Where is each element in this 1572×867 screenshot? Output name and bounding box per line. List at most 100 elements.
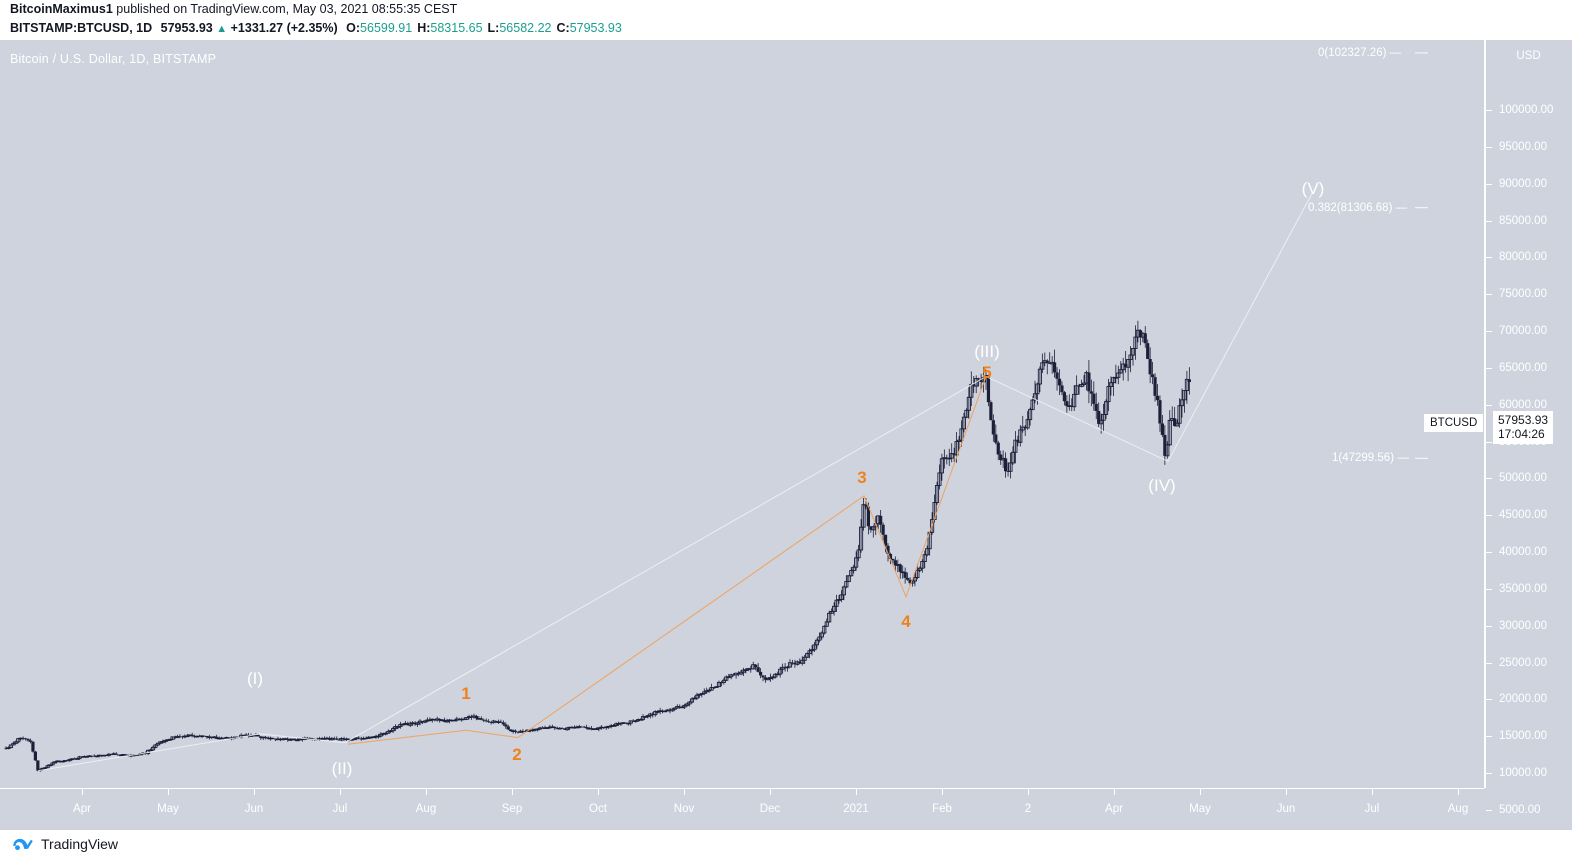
current-price-badge: 57953.93 17:04:26: [1493, 410, 1554, 444]
time-axis[interactable]: Apr May Jun Jul Aug Sep Oct Nov Dec 2021 Feb 2 Apr Ma…: [0, 789, 1484, 830]
fib-level-label: 1(47299.56) —: [1332, 452, 1409, 465]
time-tick-mark: [82, 789, 83, 795]
ohlc-key: C:: [556, 21, 570, 35]
time-tick-label: Jul: [1364, 803, 1380, 815]
time-tick-mark: [1028, 789, 1029, 795]
price-tick-label: 50000.00: [1499, 472, 1547, 485]
price-tick-mark: [1486, 515, 1492, 517]
change-absolute: +1331.27: [230, 21, 284, 35]
ohlc-key: O:: [346, 21, 361, 35]
tradingview-logo[interactable]: TradingView: [12, 836, 118, 852]
candlestick-series: [4, 320, 1191, 772]
price-axis-unit: USD: [1516, 50, 1541, 62]
price-tick-label: 70000.00: [1499, 325, 1547, 338]
chart-title: Bitcoin / U.S. Dollar, 1D, BITSTAMP: [10, 52, 217, 66]
time-tick-mark: [942, 789, 943, 795]
countdown-timer: 17:04:26: [1498, 426, 1545, 441]
fib-level-label: 0(102327.26) —: [1318, 46, 1402, 59]
publication-line: BitcoinMaximus1 published on TradingView…: [10, 2, 457, 16]
chart-canvas-area[interactable]: Bitcoin / U.S. Dollar, 1D, BITSTAMP (I) (…: [0, 40, 1572, 830]
time-tick-mark: [1114, 789, 1115, 795]
time-tick-label: May: [1189, 803, 1211, 815]
ohlc-key: L:: [487, 21, 500, 35]
time-tick-mark: [254, 789, 255, 795]
time-tick-mark: [340, 789, 341, 795]
price-tick-mark: [1486, 294, 1492, 296]
up-triangle-icon: ▲: [216, 23, 228, 35]
tradingview-brand-text: TradingView: [41, 836, 119, 852]
time-tick-mark: [426, 789, 427, 795]
time-tick-label: Dec: [759, 803, 781, 815]
symbol-badge: BTCUSD: [1424, 414, 1484, 432]
time-tick-mark: [770, 789, 771, 795]
time-tick-label: Aug: [415, 803, 437, 815]
wave-label-5: 5: [982, 363, 992, 382]
quote-line: BITSTAMP:BTCUSD, 1D 57953.93 ▲ +1331.27 …: [10, 21, 622, 35]
price-tick-mark: [1486, 552, 1492, 554]
time-tick-mark: [1200, 789, 1201, 795]
price-tick-label: 5000.00: [1499, 804, 1541, 816]
time-tick-label: Jun: [1276, 803, 1296, 815]
price-axis-separator: [1485, 40, 1486, 788]
current-price-value: 57953.93: [1498, 412, 1549, 427]
price-tick-label: 35000.00: [1499, 582, 1547, 595]
time-tick-mark: [168, 789, 169, 795]
ohlc-key: H:: [417, 21, 431, 35]
price-tick-mark: [1486, 699, 1492, 701]
price-tick-label: 40000.00: [1499, 546, 1547, 559]
time-tick-mark: [512, 789, 513, 795]
wave-label-4: 4: [901, 612, 911, 631]
published-text: published on TradingView.com, May 03, 20…: [116, 2, 458, 16]
price-tick-mark: [1486, 220, 1492, 222]
chart-drawing-overlay: [4, 52, 1428, 772]
price-tick-mark: [1486, 736, 1492, 738]
price-tick-label: 20000.00: [1499, 693, 1547, 706]
fib-level-label: 0.382(81306.68) —: [1308, 201, 1408, 214]
time-tick-label: Sep: [501, 803, 523, 815]
price-tick-mark: [1486, 110, 1492, 111]
time-tick-mark: [1286, 789, 1287, 795]
time-tick-label: Oct: [589, 803, 607, 815]
chart-footer: TradingView: [0, 830, 1572, 867]
price-tick-label: 30000.00: [1499, 619, 1547, 632]
price-tick-label: 75000.00: [1499, 288, 1547, 301]
price-plot[interactable]: Bitcoin / U.S. Dollar, 1D, BITSTAMP (I) (…: [0, 40, 1484, 788]
price-tick-label: 65000.00: [1499, 361, 1547, 374]
time-tick-label: Nov: [673, 803, 695, 815]
wave-label-ii: (II): [331, 759, 353, 778]
chart-header: BitcoinMaximus1 published on TradingView…: [0, 0, 1572, 40]
wave-label-iv: (IV): [1148, 476, 1176, 495]
time-tick-label: 2: [1024, 803, 1032, 815]
change-percent: (+2.35%): [286, 21, 338, 35]
plot-bottom-border: [0, 788, 1484, 789]
time-tick-mark: [598, 789, 599, 795]
time-tick-label: Apr: [73, 803, 91, 815]
price-axis[interactable]: USD 100000.00 95000.00 90000.00 85000.00 800…: [1485, 40, 1572, 830]
ohlc-value: 56582.22: [499, 21, 552, 35]
price-tick-label: 45000.00: [1499, 509, 1547, 522]
price-tick-label: 90000.00: [1499, 177, 1547, 190]
price-tick-label: 85000.00: [1499, 214, 1547, 227]
time-tick-label: Jun: [244, 803, 264, 815]
price-tick-label: 80000.00: [1499, 251, 1547, 264]
time-tick-mark: [1372, 789, 1373, 795]
wave-label-v: (V): [1301, 179, 1325, 198]
time-tick-label: Aug: [1447, 803, 1469, 815]
time-tick-mark: [1458, 789, 1459, 795]
price-tick-mark: [1486, 478, 1492, 480]
price-tick-mark: [1486, 625, 1492, 627]
price-tick-mark: [1486, 662, 1492, 664]
wave-label-i: (I): [246, 669, 264, 688]
author-name: BitcoinMaximus1: [10, 2, 113, 16]
time-tick-label: Jul: [332, 803, 348, 815]
wave-label-3: 3: [857, 468, 867, 487]
time-tick-mark: [856, 789, 857, 795]
price-tick-mark: [1486, 810, 1492, 811]
time-tick-label: 2021: [843, 803, 869, 815]
ohlc-value: 58315.65: [430, 21, 483, 35]
last-price: 57953.93: [160, 21, 213, 35]
fib-level-lines: [1415, 52, 1428, 459]
tradingview-logo-icon: [13, 838, 33, 851]
plot-right-border: [1484, 40, 1485, 788]
ohlc-value: 56599.91: [360, 21, 413, 35]
